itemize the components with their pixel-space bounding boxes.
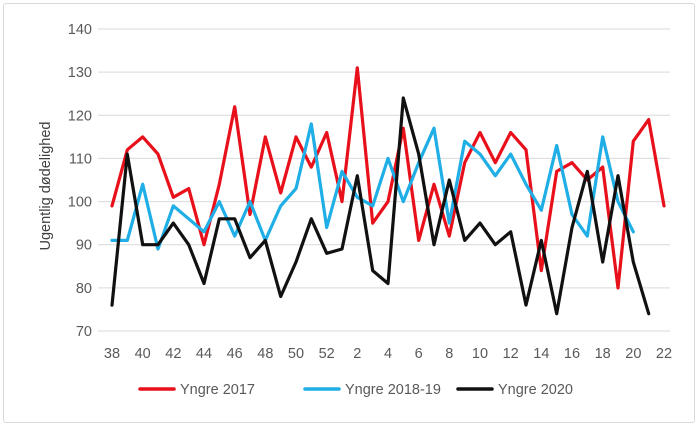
series-line-yngre-2020 bbox=[110, 96, 651, 316]
y-tick-label: 130 bbox=[68, 65, 92, 81]
y-tick-label: 80 bbox=[76, 281, 92, 297]
x-tick-label: 8 bbox=[445, 346, 453, 362]
x-tick-label: 16 bbox=[564, 346, 580, 362]
y-axis-title: Ugentlig dødelighed bbox=[38, 122, 54, 251]
x-tick-label: 52 bbox=[319, 346, 335, 362]
x-tick-label: 18 bbox=[595, 346, 611, 362]
x-tick-label: 50 bbox=[288, 346, 304, 362]
y-tick-label: 70 bbox=[76, 324, 92, 340]
x-tick-label: 14 bbox=[533, 346, 549, 362]
x-tick-label: 4 bbox=[384, 346, 392, 362]
x-tick-label: 42 bbox=[165, 346, 181, 362]
x-tick-label: 46 bbox=[227, 346, 243, 362]
x-tick-label: 12 bbox=[503, 346, 519, 362]
x-tick-label: 10 bbox=[472, 346, 488, 362]
x-tick-label: 22 bbox=[656, 346, 672, 362]
series-line-yngre-2017 bbox=[110, 66, 666, 290]
legend-label: Yngre 2020 bbox=[498, 382, 573, 398]
y-tick-label: 90 bbox=[76, 238, 92, 254]
x-tick-label: 2 bbox=[353, 346, 361, 362]
x-tick-label: 48 bbox=[257, 346, 273, 362]
x-tick-label: 6 bbox=[415, 346, 423, 362]
y-tick-label: 140 bbox=[68, 22, 92, 38]
series-lines bbox=[110, 66, 666, 316]
y-tick-label: 110 bbox=[69, 151, 92, 167]
legend-label: Yngre 2017 bbox=[180, 382, 255, 398]
legend-label: Yngre 2018-19 bbox=[345, 382, 441, 398]
x-tick-labels: 38 40 42 44 46 48 50 52 2 4 6 8 10 12 14 16 18 20 22 bbox=[104, 346, 672, 362]
y-tick-label: 100 bbox=[68, 195, 92, 211]
grid-lines bbox=[98, 28, 670, 332]
y-tick-labels: 70 80 90 100 110 120 130 140 bbox=[68, 22, 92, 340]
y-tick-label: 120 bbox=[68, 108, 92, 124]
x-tick-label: 44 bbox=[196, 346, 212, 362]
legend: Yngre 2017 Yngre 2018-19 Yngre 2020 bbox=[138, 382, 573, 398]
series-line-yngre-2018-19 bbox=[112, 124, 664, 249]
x-tick-label: 40 bbox=[135, 346, 151, 362]
x-tick-label: 38 bbox=[104, 346, 120, 362]
x-tick-label: 20 bbox=[625, 346, 641, 362]
